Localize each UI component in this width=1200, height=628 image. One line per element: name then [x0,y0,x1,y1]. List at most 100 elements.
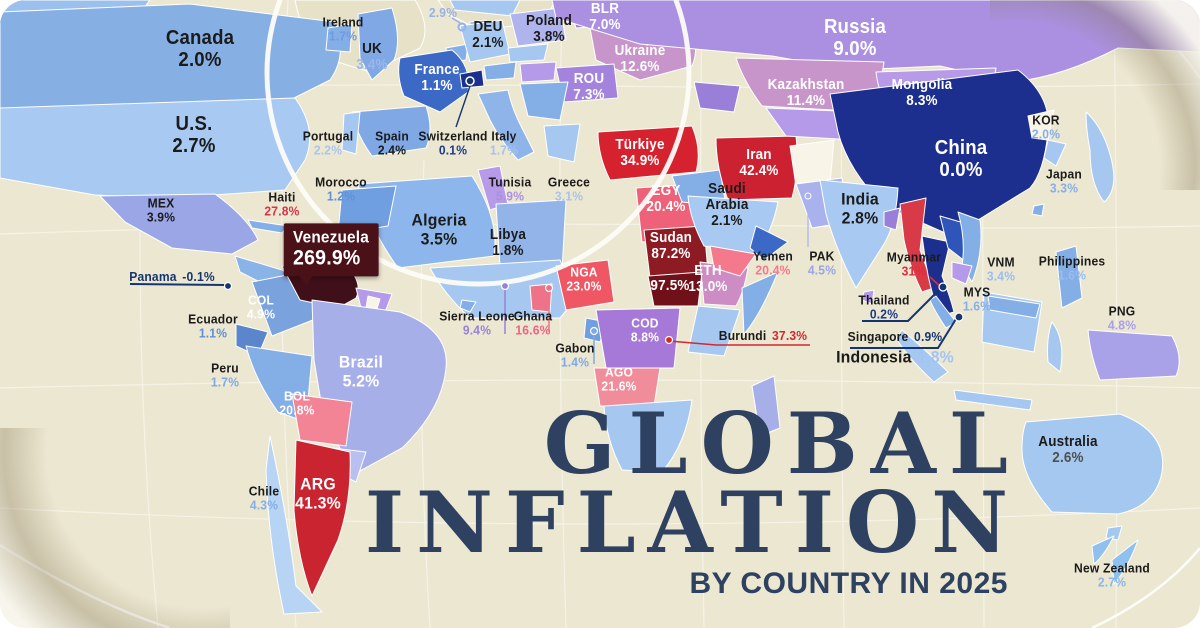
country-name: Panama [129,268,177,284]
inflation-value: 2.6% [1052,450,1084,466]
country-label-panama: Panama -0.1% [129,268,215,284]
country-name: Türkiye [615,137,665,154]
shape-czech [507,43,549,63]
inflation-value: 2.8% [841,208,879,227]
country-name: Switzerland [418,128,488,144]
country-name: Ukraine [614,43,666,60]
country-label-iran: Iran 42.4% [739,147,779,180]
inflation-value: 2.1% [711,212,743,229]
country-label-switzerland: Switzerland 0.1% [418,128,488,159]
shape-caucasus [693,81,741,113]
country-label-ago: AGO 21.6% [601,365,636,395]
country-label-eth: ETH 13.0% [688,263,727,296]
country-label-arg: ARG 41.3% [295,475,341,512]
country-name: Portugal [302,128,354,144]
country-name: Gabon [555,340,595,356]
country-name: Libya [489,227,527,244]
inflation-value: 23.0% [566,279,602,294]
inflation-value: 3.9% [146,210,176,225]
country-label-peru: Peru 1.7% [210,361,240,391]
country-label-pak: PAK 4.5% [808,248,836,279]
inflation-value: 1.1% [421,78,453,94]
shape-sierra-leone [459,299,477,313]
shape-france [398,49,470,113]
country-name: Yemen [753,248,793,264]
shape-nz-south [1111,539,1139,585]
inflation-value: 4.9% [246,307,276,322]
country-label-venezuela: Venezuela 269.9% [283,223,379,286]
inflation-value: 31% [901,264,927,279]
country-name: KOR [1032,112,1060,128]
country-label-cod: COD 8.8% [630,316,660,346]
inflation-value: 8.8% [630,330,660,345]
country-label-libya: Libya 1.8% [489,227,527,260]
country-name: Brazil [338,352,384,372]
country-label-mys: MYS 1.6% [962,285,992,315]
country-label-uk: UK 3.4% [356,41,388,74]
country-label-china: China 0.0% [935,137,988,181]
shape-chile [265,435,323,615]
shape-sri-lanka [861,289,875,305]
country-name: Russia [823,16,887,38]
country-label-us: U.S. 2.7% [172,113,215,157]
country-label-turkiye: Türkiye 34.9% [615,137,665,170]
country-name: Greece [547,174,591,190]
inflation-value: 1.7% [210,375,240,390]
inflation-value: 0.0% [939,159,983,181]
country-name: Philippines [1038,253,1106,269]
country-name: Australia [1038,434,1098,451]
shape-yemen [709,245,757,277]
inflation-value: 27.8% [264,204,300,219]
leader-panama [129,283,226,286]
country-name: Saudi Arabia [705,181,749,214]
country-name: Poland [525,13,573,30]
inflation-value: 0.2% [869,307,899,322]
country-label-vnm: VNM 3.4% [986,255,1016,285]
country-label-myanmar: Myanmar 31% [887,250,941,280]
country-label-portugal: Portugal 2.2% [302,128,354,159]
leader-lines [129,17,964,364]
country-name: Chile [248,483,280,499]
inflation-value: 41.3% [295,493,341,512]
leader-switzerland [455,85,471,128]
inflation-value: 42.4% [739,163,779,179]
inflation-value: 37.3% [772,327,808,343]
country-name: France [414,62,460,79]
shape-philippines [1055,245,1083,309]
country-name: Burundi [718,327,767,343]
country-name: PAK [809,248,835,264]
country-name: EGY [651,183,681,200]
country-name: Mongolia [891,77,953,94]
inflation-value: 97.5% [650,278,690,295]
country-name: NGA [570,264,598,280]
inflation-value: 3.5% [420,229,458,248]
inflation-value: 3.4% [986,269,1016,284]
country-name: Spain [375,128,409,144]
title-line1: GLOBAL [543,394,1021,493]
inflation-value: 4.3% [249,498,279,513]
country-label-col: COL 4.9% [246,293,276,323]
shape-thailand [921,235,955,317]
inflation-value: 5.2% [342,371,380,390]
shape-cuba [247,219,289,234]
leader-netherlands [451,17,461,24]
country-label-morocco: Morocco 1.2% [315,175,367,205]
inflation-value: 2.0% [178,49,222,71]
country-label-deu: DEU 2.1% [472,19,503,52]
country-name: New Zealand [1074,560,1150,576]
inflation-value: 2.4% [377,143,407,158]
shape-australia [1021,413,1164,515]
inflation-value: 1.6% [962,299,992,314]
inflation-value: 11.4% [786,93,826,109]
shape-uk [357,7,398,81]
leader-thailand [862,288,941,322]
country-name: Tunisia [488,174,532,190]
shape-sulawesi [1047,321,1063,373]
inflation-value: 3.4% [356,57,388,73]
shape-portugal [341,111,361,155]
country-label-egy: EGY 20.4% [646,183,685,216]
country-label-kazakhstan: Kazakhstan 11.4% [768,77,845,110]
marker-pakistan [804,192,812,200]
inflation-value: 1.4% [560,355,590,370]
